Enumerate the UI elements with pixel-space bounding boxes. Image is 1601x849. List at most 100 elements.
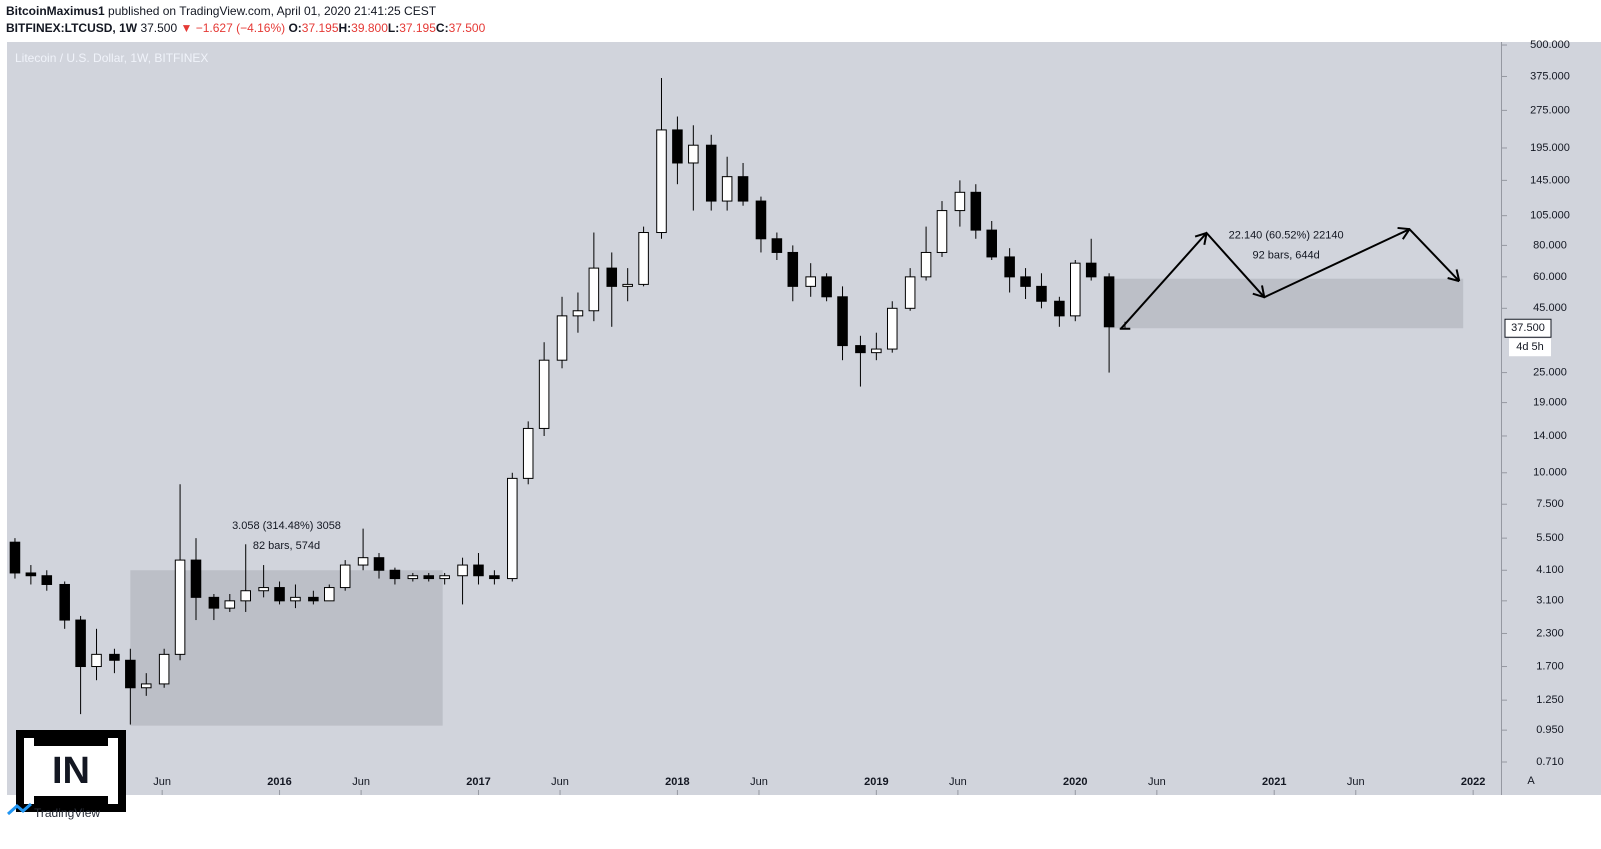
change: ▼ −1.627 (−4.16%) [180,21,286,35]
candle-body [737,176,749,202]
ohlc-key: H: [338,21,352,35]
y-tick-label: 105.000 [1530,210,1570,222]
candle-body [556,315,568,361]
symbol[interactable]: BITFINEX:LTCUSD, 1W [6,21,138,35]
candle-body [91,653,102,668]
watermark-inner [24,738,118,804]
brand-icon [7,802,32,816]
candle-body [954,191,966,212]
x-tick-label: Jun [1347,776,1365,788]
x-tick-label: Jun [551,776,569,788]
candle-body [507,477,518,580]
candle-body [125,659,136,689]
author[interactable]: BitcoinMaximus1 [6,4,105,18]
chart-title: Litecoin / U.S. Dollar, 1W, BITFINEX [15,51,208,65]
candle-body [373,557,385,571]
candle-body [821,276,832,298]
measure-label: 92 bars, 644d [1253,250,1320,262]
candle-body [920,251,932,278]
ohlc-key: C: [435,21,449,35]
candle-body [140,683,152,689]
y-tick-label: 0.950 [1536,724,1564,736]
y-tick-label: 10.000 [1533,467,1567,479]
candle-body [721,176,733,202]
y-tick-label: 275.000 [1530,104,1570,116]
y-tick-label: 14.000 [1533,430,1567,442]
candle-body [473,564,484,577]
brand[interactable]: TradingView [34,806,100,820]
candle-body [439,575,450,580]
price: 37.500 [140,21,178,35]
x-tick-label: Jun [352,776,370,788]
candle-body [308,596,319,602]
published: published on TradingView.com, April 01, … [108,4,437,18]
candle-body [705,144,717,202]
y-tick-label: 0.710 [1536,756,1564,768]
y-tick-label: 145.000 [1530,174,1570,186]
ohlc-value: 37.195 [399,21,436,35]
candle-body [258,587,269,592]
candle-body [1036,285,1047,302]
ohlc-value: 39.800 [351,21,388,35]
candle-body [323,587,335,602]
candle-body [837,296,848,347]
candle-body [158,653,170,685]
x-tick-label: 2017 [466,776,490,788]
x-tick-label: 2018 [665,776,689,788]
y-tick-label: 60.000 [1533,271,1567,283]
candle-body [1054,300,1065,317]
candle-body [339,564,351,589]
watermark-bar [34,730,108,746]
arrow-head [1252,285,1266,299]
candle-body [688,144,699,164]
candle-body [1070,262,1081,317]
candle-body [656,129,667,234]
arrow-head [1397,226,1411,240]
x-tick-label: Jun [1148,776,1166,788]
x-tick-label: 2019 [864,776,888,788]
candle-body [240,590,251,602]
y-tick-label: 500.000 [1530,39,1570,51]
y-tick-label: 195.000 [1530,142,1570,154]
candle-body [970,191,982,231]
candle-body [855,345,866,354]
candle-body [638,232,649,285]
candle-body [672,129,683,164]
candle-body [622,283,633,287]
candle-body [1119,327,1131,330]
candle-body [572,310,584,317]
candle-body [389,569,401,580]
x-tick-label: Jun [153,776,171,788]
candle-body [606,267,618,287]
candle-body [787,251,799,287]
candle-body [489,575,500,580]
x-tick-label: 2022 [1461,776,1485,788]
scale-button[interactable]: A [1527,775,1535,787]
y-tick-label: 1.700 [1536,660,1564,672]
candle-body [805,276,816,287]
y-tick-label: 2.300 [1536,627,1564,639]
y-tick-label: 4.100 [1536,564,1564,576]
last-price-label: 37.500 [1511,322,1545,334]
candle-body [457,564,468,577]
candle-body [1085,262,1097,278]
measure-label: 82 bars, 574d [253,540,320,552]
y-tick-label: 19.000 [1533,396,1567,408]
measure-label: 3.058 (314.48%) 3058 [232,520,341,532]
candle-body [208,596,220,609]
y-tick-label: 25.000 [1533,366,1567,378]
candle-body [755,200,767,240]
candle-body [174,559,186,655]
candle-body [357,557,369,566]
projection-path [1120,227,1460,330]
measure-label: 22.140 (60.52%) 22140 [1229,230,1344,242]
candle-body [59,583,70,621]
ohlc-key: L: [387,21,400,35]
price-axis [1502,42,1601,795]
plot-background [7,42,1501,795]
y-tick-label: 45.000 [1533,302,1567,314]
candle-body [41,575,53,585]
candle-body [290,596,301,602]
